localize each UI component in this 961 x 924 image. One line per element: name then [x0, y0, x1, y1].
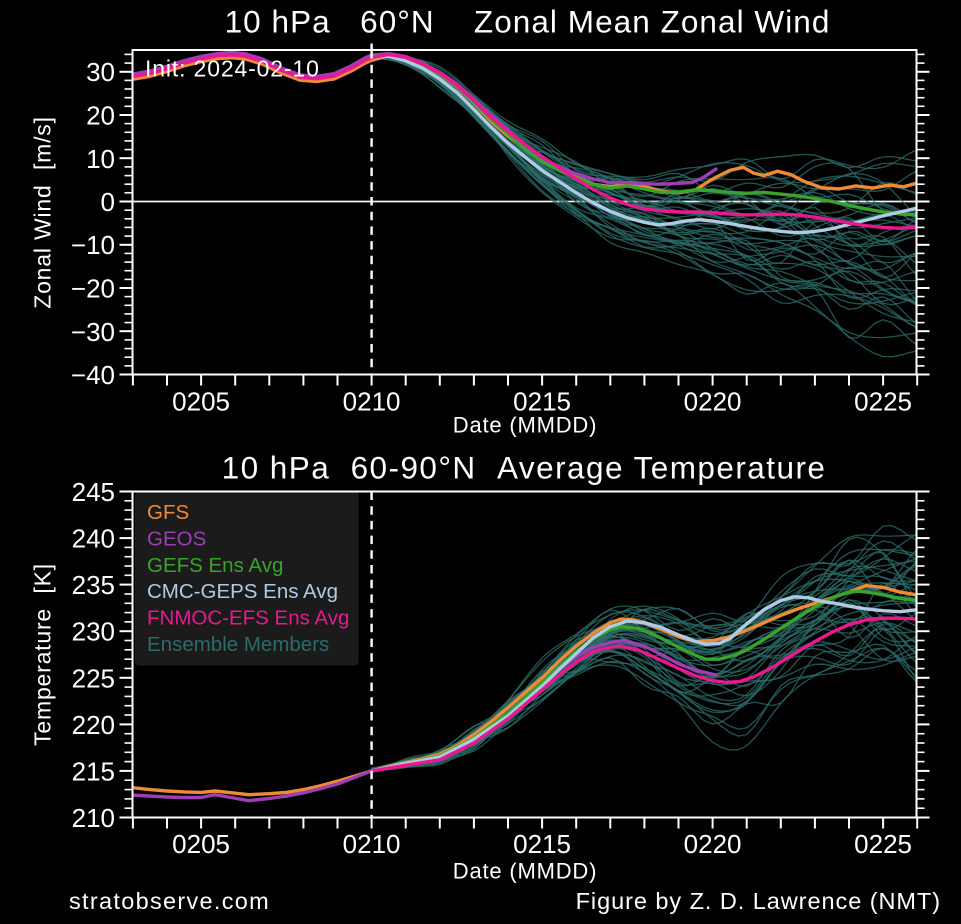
- svg-text:Init: 2024-02-10: Init: 2024-02-10: [145, 56, 320, 82]
- svg-text:−20: −20: [71, 274, 115, 304]
- svg-text:−40: −40: [71, 360, 115, 390]
- svg-text:FNMOC-EFS Ens Avg: FNMOC-EFS Ens Avg: [147, 607, 349, 630]
- svg-text:10 hPa 60-90°N Average Tempe: 10 hPa 60-90°N Average Temperature: [222, 450, 827, 486]
- svg-text:0205: 0205: [172, 829, 230, 859]
- svg-text:220: 220: [72, 710, 115, 740]
- svg-text:GFS: GFS: [147, 501, 189, 524]
- svg-text:0210: 0210: [343, 387, 401, 417]
- svg-text:0210: 0210: [343, 829, 401, 859]
- svg-text:0: 0: [101, 187, 115, 217]
- svg-text:0215: 0215: [513, 387, 571, 417]
- svg-text:240: 240: [72, 524, 115, 554]
- svg-text:GEOS: GEOS: [147, 527, 206, 550]
- svg-text:10: 10: [86, 144, 115, 174]
- svg-text:245: 245: [72, 477, 115, 507]
- svg-text:0220: 0220: [684, 387, 742, 417]
- svg-text:0225: 0225: [854, 829, 912, 859]
- svg-text:Figure by Z. D. Lawrence (NMT): Figure by Z. D. Lawrence (NMT): [576, 888, 941, 914]
- svg-text:Temperature [K]: Temperature [K]: [30, 563, 56, 746]
- svg-text:230: 230: [72, 617, 115, 647]
- svg-text:Ensemble Members: Ensemble Members: [147, 633, 329, 656]
- svg-text:215: 215: [72, 756, 115, 786]
- svg-text:0215: 0215: [513, 829, 571, 859]
- svg-text:Date (MMDD): Date (MMDD): [453, 859, 597, 884]
- svg-text:Zonal Wind [m/s]: Zonal Wind [m/s]: [30, 116, 56, 309]
- svg-text:210: 210: [72, 803, 115, 833]
- svg-text:−30: −30: [71, 317, 115, 347]
- svg-text:0205: 0205: [172, 387, 230, 417]
- svg-text:30: 30: [86, 57, 115, 87]
- svg-text:10 hPa 60°N Zonal Mean Zo: 10 hPa 60°N Zonal Mean Zonal Wind: [225, 3, 831, 39]
- svg-text:235: 235: [72, 570, 115, 600]
- svg-text:225: 225: [72, 663, 115, 693]
- svg-text:stratobserve.com: stratobserve.com: [69, 888, 270, 914]
- svg-text:GEFS Ens Avg: GEFS Ens Avg: [147, 554, 283, 577]
- svg-text:0225: 0225: [854, 387, 912, 417]
- svg-text:Date (MMDD): Date (MMDD): [453, 413, 597, 438]
- svg-text:20: 20: [86, 101, 115, 131]
- svg-text:0220: 0220: [684, 829, 742, 859]
- svg-text:−10: −10: [71, 230, 115, 260]
- svg-text:CMC-GEPS Ens Avg: CMC-GEPS Ens Avg: [147, 580, 338, 603]
